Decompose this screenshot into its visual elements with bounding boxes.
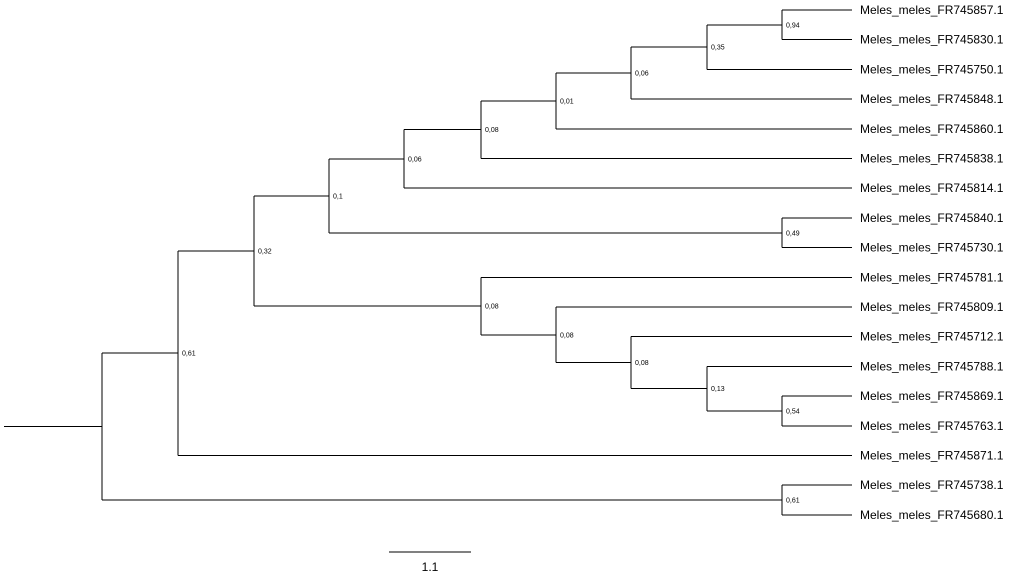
leaf-label: Meles_meles_FR745680.1 (860, 508, 1004, 522)
leaf-label: Meles_meles_FR745838.1 (860, 152, 1004, 166)
support-values: 0,94 0,35 0,06 0,01 0,08 0,06 0,1 0,49 0,32 0,08 0… (182, 22, 800, 504)
support-value: 0,35 (711, 45, 725, 52)
leaf-label: Meles_meles_FR745857.1 (860, 3, 1004, 17)
leaf-label: Meles_meles_FR745712.1 (860, 330, 1004, 344)
support-value: 0,94 (786, 22, 800, 29)
leaf-label: Meles_meles_FR745869.1 (860, 389, 1004, 403)
support-value: 0,08 (485, 127, 499, 134)
support-value: 0,61 (786, 498, 800, 505)
leaf-label: Meles_meles_FR745860.1 (860, 122, 1004, 136)
leaf-label: Meles_meles_FR745830.1 (860, 33, 1004, 47)
support-value: 0,06 (408, 156, 422, 163)
leaf-labels: Meles_meles_FR745857.1 Meles_meles_FR7458… (860, 3, 1004, 522)
leaf-label: Meles_meles_FR745763.1 (860, 419, 1004, 433)
leaf-label: Meles_meles_FR745788.1 (860, 359, 1004, 373)
support-value: 0,08 (635, 360, 649, 367)
scale-bar-label: 1.1 (422, 560, 439, 574)
support-value: 0,49 (786, 230, 800, 237)
support-value: 0,08 (560, 332, 574, 339)
support-value: 0,08 (485, 304, 499, 311)
leaf-label: Meles_meles_FR745809.1 (860, 300, 1004, 314)
scale-bar: 1.1 (389, 551, 471, 574)
leaf-label: Meles_meles_FR745750.1 (860, 62, 1004, 76)
leaf-label: Meles_meles_FR745814.1 (860, 181, 1004, 195)
support-value: 0,01 (560, 98, 574, 105)
tree-branches (4, 9, 852, 516)
support-value: 0,13 (711, 386, 725, 393)
support-value: 0,1 (333, 193, 343, 200)
leaf-label: Meles_meles_FR745730.1 (860, 241, 1004, 255)
leaf-label: Meles_meles_FR745871.1 (860, 449, 1004, 463)
support-value: 0,54 (786, 408, 800, 415)
leaf-label: Meles_meles_FR745840.1 (860, 211, 1004, 225)
support-value: 0,32 (258, 248, 272, 255)
leaf-label: Meles_meles_FR745848.1 (860, 92, 1004, 106)
leaf-label: Meles_meles_FR745781.1 (860, 270, 1004, 284)
leaf-label: Meles_meles_FR745738.1 (860, 478, 1004, 492)
support-value: 0,61 (182, 351, 196, 358)
support-value: 0,06 (635, 71, 649, 78)
